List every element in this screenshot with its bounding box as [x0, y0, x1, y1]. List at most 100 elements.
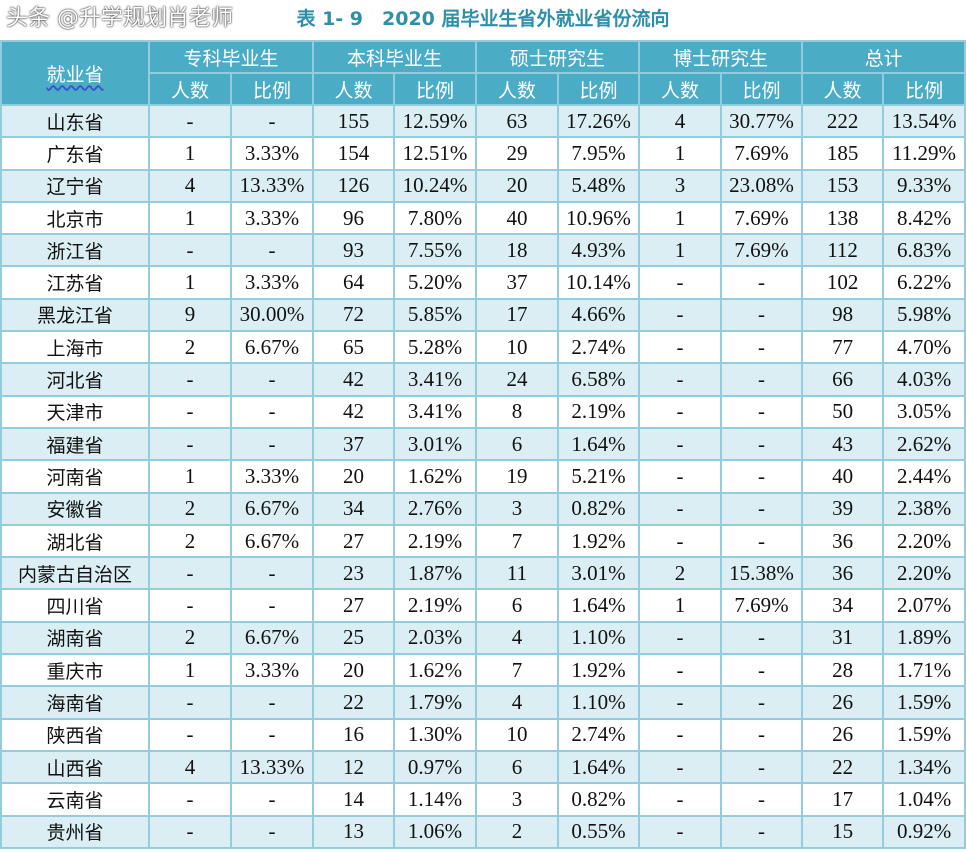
- province-cell: 山东省: [0, 103, 150, 139]
- province-cell: 贵州省: [0, 814, 150, 849]
- ratio-cell: 13.54%: [882, 103, 966, 139]
- header-group: 硕士研究生: [475, 40, 641, 74]
- header-group: 专科毕业生: [147, 40, 315, 74]
- count-cell: 4: [475, 620, 560, 656]
- table-row: 山西省 4 13.33% 12 0.97% 6 1.64% - -22 1.34%: [0, 749, 966, 785]
- ratio-cell: 2.19%: [393, 523, 478, 559]
- ratio-cell: 2.03%: [393, 620, 478, 656]
- ratio-cell: 0.97%: [393, 749, 478, 785]
- ratio-cell: 30.00%: [229, 297, 315, 333]
- ratio-cell: 1.64%: [557, 426, 641, 462]
- count-cell: 29: [475, 136, 560, 171]
- province-cell: 陕西省: [0, 717, 150, 752]
- count-cell: 40: [475, 200, 560, 236]
- count-cell: -: [148, 394, 232, 429]
- ratio-cell: -: [720, 782, 804, 817]
- ratio-cell: -: [720, 362, 804, 397]
- ratio-cell: 1.10%: [557, 685, 641, 720]
- count-cell: -: [148, 233, 232, 268]
- ratio-cell: 1.64%: [557, 749, 641, 785]
- ratio-cell: 23.08%: [720, 168, 804, 203]
- count-cell: -: [638, 782, 723, 817]
- ratio-cell: 3.33%: [229, 200, 315, 236]
- table-row: 山东省 - -155 12.59% 63 17.26% 4 30.77% 222 13.54%: [0, 103, 966, 139]
- province-cell: 湖南省: [0, 620, 150, 656]
- ratio-cell: 12.59%: [393, 103, 478, 139]
- count-cell: 18: [475, 233, 560, 268]
- count-cell: 24: [475, 362, 560, 397]
- ratio-cell: 3.33%: [229, 265, 315, 300]
- ratio-cell: 3.33%: [229, 459, 315, 494]
- province-cell: 辽宁省: [0, 168, 150, 203]
- count-cell: -: [148, 103, 232, 139]
- count-cell: 112: [801, 233, 885, 268]
- ratio-cell: 1.79%: [393, 685, 478, 720]
- count-cell: -: [148, 588, 232, 623]
- ratio-cell: 2.44%: [882, 459, 966, 494]
- ratio-cell: 30.77%: [720, 103, 804, 139]
- ratio-cell: 10.24%: [393, 168, 478, 203]
- count-cell: 63: [475, 103, 560, 139]
- province-cell: 四川省: [0, 588, 150, 623]
- province-cell: 重庆市: [0, 653, 150, 688]
- count-cell: -: [638, 265, 723, 300]
- count-cell: 43: [801, 426, 885, 462]
- count-cell: -: [638, 523, 723, 559]
- ratio-cell: -: [229, 426, 315, 462]
- ratio-cell: 5.48%: [557, 168, 641, 203]
- ratio-cell: 15.38%: [720, 556, 804, 591]
- ratio-cell: -: [720, 394, 804, 429]
- province-cell: 北京市: [0, 200, 150, 236]
- count-cell: 26: [801, 685, 885, 720]
- count-cell: 37: [475, 265, 560, 300]
- header-ratio: 比例: [229, 72, 315, 106]
- ratio-cell: 5.20%: [393, 265, 478, 300]
- ratio-cell: 1.30%: [393, 717, 478, 752]
- count-cell: 25: [312, 620, 396, 656]
- ratio-cell: 3.41%: [393, 394, 478, 429]
- count-cell: 15: [801, 814, 885, 849]
- count-cell: 27: [312, 523, 396, 559]
- count-cell: 27: [312, 588, 396, 623]
- count-cell: 31: [801, 620, 885, 656]
- ratio-cell: -: [229, 717, 315, 752]
- header-group: 总计: [801, 40, 966, 74]
- count-cell: 17: [801, 782, 885, 817]
- count-cell: 20: [312, 653, 396, 688]
- count-cell: -: [148, 426, 232, 462]
- count-cell: 1: [148, 265, 232, 300]
- count-cell: 13: [312, 814, 396, 849]
- ratio-cell: -: [720, 717, 804, 752]
- ratio-cell: 6.22%: [882, 265, 966, 300]
- header-ratio: 比例: [720, 72, 804, 106]
- ratio-cell: 7.55%: [393, 233, 478, 268]
- ratio-cell: 2.19%: [557, 394, 641, 429]
- count-cell: 1: [148, 200, 232, 236]
- ratio-cell: -: [229, 685, 315, 720]
- count-cell: -: [148, 556, 232, 591]
- count-cell: 50: [801, 394, 885, 429]
- ratio-cell: 1.59%: [882, 717, 966, 752]
- ratio-cell: 5.85%: [393, 297, 478, 333]
- ratio-cell: 1.92%: [557, 523, 641, 559]
- count-cell: 2: [148, 523, 232, 559]
- count-cell: 2: [148, 491, 232, 526]
- count-cell: 4: [638, 103, 723, 139]
- ratio-cell: -: [720, 814, 804, 849]
- count-cell: 2: [148, 330, 232, 365]
- count-cell: 93: [312, 233, 396, 268]
- count-cell: 9: [148, 297, 232, 333]
- header-province: 就业省: [0, 40, 150, 106]
- ratio-cell: 5.21%: [557, 459, 641, 494]
- table-row: 内蒙古自治区 - -23 1.87% 11 3.01% 2 15.38% 36 2.20%: [0, 556, 966, 591]
- ratio-cell: 4.66%: [557, 297, 641, 333]
- count-cell: 155: [312, 103, 396, 139]
- count-cell: -: [638, 653, 723, 688]
- table-row: 江苏省 1 3.33% 64 5.20% 37 10.14% - -102 6.22%: [0, 265, 966, 300]
- count-cell: 2: [638, 556, 723, 591]
- ratio-cell: 6.58%: [557, 362, 641, 397]
- header-count: 人数: [312, 72, 396, 106]
- count-cell: 28: [801, 653, 885, 688]
- ratio-cell: 2.07%: [882, 588, 966, 623]
- province-cell: 内蒙古自治区: [0, 556, 150, 591]
